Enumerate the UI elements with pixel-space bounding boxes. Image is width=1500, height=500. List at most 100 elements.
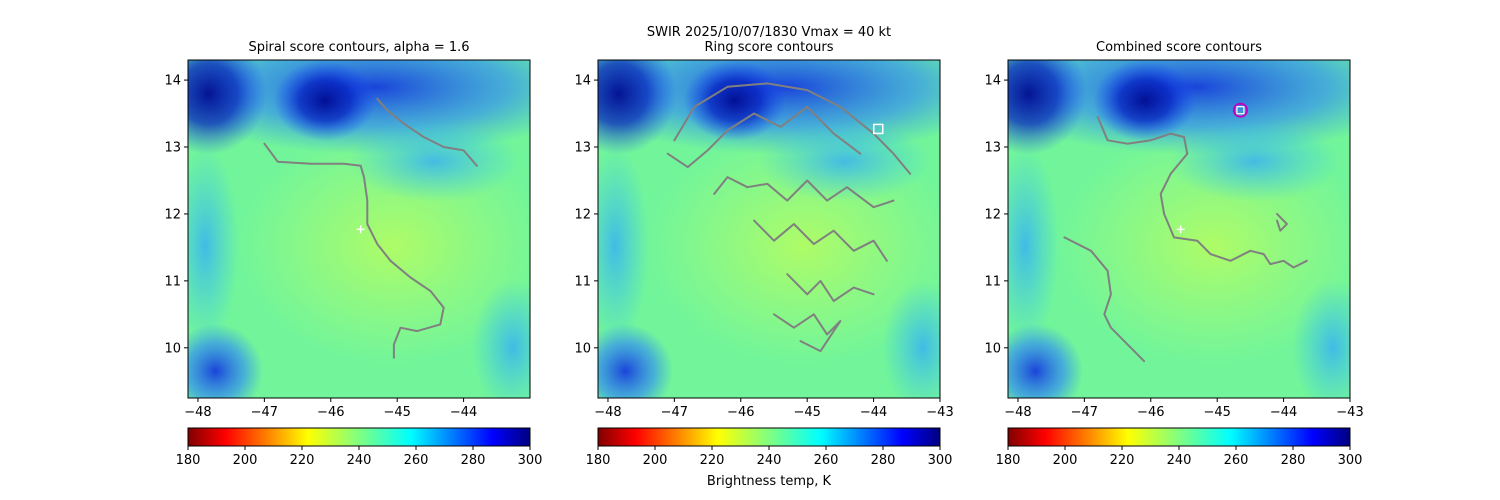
heatmap-se-edge	[471, 279, 530, 398]
colorbar-tick-label: 300	[518, 453, 543, 468]
figure-suptitle: SWIR 2025/10/07/1830 Vmax = 40 kt	[647, 25, 891, 40]
panel-3: Combined score contours −48 −47 −46 −45 −44 −4…	[984, 40, 1363, 468]
contour-line-2	[1276, 212, 1288, 232]
plot-frame	[597, 59, 941, 399]
heatmap-se-edge	[881, 279, 940, 398]
colorbar-label: Brightness temp, K	[707, 474, 832, 489]
heatmap-west-edge	[188, 144, 240, 348]
colorbar-tick-label: 180	[176, 453, 201, 468]
colorbar-tick-label: 260	[1224, 453, 1249, 468]
x-tick-label: −44	[1270, 405, 1297, 420]
colorbar-tick-label: 180	[586, 453, 611, 468]
colorbar-tick-label: 220	[1110, 453, 1135, 468]
contour-line-1	[673, 82, 912, 175]
x-tick-label: −47	[1071, 405, 1098, 420]
colorbar-tick-label: 240	[757, 453, 782, 468]
y-tick-label: 13	[574, 141, 591, 156]
x-tick-label: −46	[1137, 405, 1164, 420]
center-marker	[1176, 225, 1185, 234]
colorbar: 180 200 220 240 260 280 300	[586, 427, 953, 468]
y-tick-label: 12	[984, 207, 1001, 222]
heatmap-deep-corner	[188, 60, 267, 155]
panels-group: Spiral score contours, alpha = 1.6 −48 −47…	[164, 40, 1363, 468]
colorbar-tick-label: 260	[814, 453, 839, 468]
plot-frame	[1007, 59, 1351, 399]
colorbar-tick-label: 200	[233, 453, 258, 468]
heatmap-cool-band	[758, 120, 930, 202]
x-tick-label: −43	[926, 405, 953, 420]
colorbar-tick-label: 180	[996, 453, 1021, 468]
y-tick-label: 13	[984, 141, 1001, 156]
colorbar-tick-label: 240	[1167, 453, 1192, 468]
y-tick-label: 11	[984, 274, 1001, 289]
colorbar-gradient	[188, 428, 530, 446]
y-tick-label: 11	[164, 274, 181, 289]
x-tick-label: −44	[860, 405, 887, 420]
heatmap-field	[598, 60, 940, 398]
heatmap-cool-band	[1168, 120, 1340, 202]
heatmap-sw-corner	[598, 323, 674, 398]
heatmap-deep-corner	[598, 60, 677, 155]
x-tick-label: −43	[1336, 405, 1363, 420]
heatmap-sw-corner	[1008, 323, 1084, 398]
panel-title: Combined score contours	[1096, 40, 1262, 55]
y-tick-label: 14	[164, 74, 181, 89]
contour-line-1	[263, 142, 445, 359]
y-tick-label: 14	[984, 74, 1001, 89]
y-tick-label: 12	[574, 207, 591, 222]
heatmap-cool-band	[348, 120, 520, 202]
colorbar-tick-label: 220	[290, 453, 315, 468]
center-marker	[356, 225, 365, 234]
colorbar-tick-label: 220	[700, 453, 725, 468]
y-tick-label: 10	[984, 341, 1001, 356]
x-tick-label: −46	[727, 405, 754, 420]
y-tick-label: 10	[574, 341, 591, 356]
ring-max-marker	[872, 123, 884, 135]
x-tick-label: −45	[383, 405, 410, 420]
colorbar-gradient	[598, 428, 940, 446]
y-tick-label: 12	[164, 207, 181, 222]
contour-line-4	[753, 219, 888, 262]
colorbar-tick-label: 240	[347, 453, 372, 468]
x-tick-label: −48	[1004, 405, 1031, 420]
colorbar-tick-label: 300	[928, 453, 953, 468]
x-tick-label: −44	[450, 405, 477, 420]
panel-title: Spiral score contours, alpha = 1.6	[248, 40, 469, 55]
contours-group	[666, 82, 912, 353]
colorbar: 180 200 220 240 260 280 300	[176, 427, 543, 468]
x-tick-label: −45	[793, 405, 820, 420]
contour-line-3	[1063, 236, 1146, 363]
colorbar-tick-label: 280	[1281, 453, 1306, 468]
colorbar-tick-label: 260	[404, 453, 429, 468]
heatmap-west-edge	[1008, 144, 1060, 348]
heatmap-deep-patch	[273, 60, 377, 142]
y-tick-label: 14	[574, 74, 591, 89]
colorbar-tick-label: 280	[461, 453, 486, 468]
heatmap-west-edge	[598, 144, 650, 348]
colorbar: 180 200 220 240 260 280 300	[996, 427, 1363, 468]
colorbar-tick-label: 200	[1053, 453, 1078, 468]
plot-frame	[187, 59, 531, 399]
x-tick-label: −47	[661, 405, 688, 420]
colorbar-tick-label: 200	[643, 453, 668, 468]
panel-title: Ring score contours	[704, 40, 833, 55]
contour-line-2	[376, 97, 478, 167]
heatmap-se-edge	[1291, 279, 1350, 398]
combined-max-square	[1236, 106, 1245, 115]
heatmap-deep-patch	[683, 60, 787, 142]
heatmap-field	[1008, 60, 1350, 398]
x-tick-label: −48	[594, 405, 621, 420]
y-tick-label: 13	[164, 141, 181, 156]
panel-1: Spiral score contours, alpha = 1.6 −48 −47…	[164, 40, 543, 468]
contour-line-2	[666, 105, 862, 169]
contour-line-1	[1096, 115, 1308, 269]
x-tick-label: −45	[1203, 405, 1230, 420]
contour-line-6	[773, 313, 842, 353]
contours-group	[263, 97, 478, 359]
colorbar-tick-label: 300	[1338, 453, 1363, 468]
heatmap-sw-corner	[188, 323, 264, 398]
y-tick-label: 10	[164, 341, 181, 356]
panel-2: Ring score contours −48 −47 −46 −45 −44 −43 10 1…	[574, 40, 953, 468]
colorbar-gradient	[1008, 428, 1350, 446]
